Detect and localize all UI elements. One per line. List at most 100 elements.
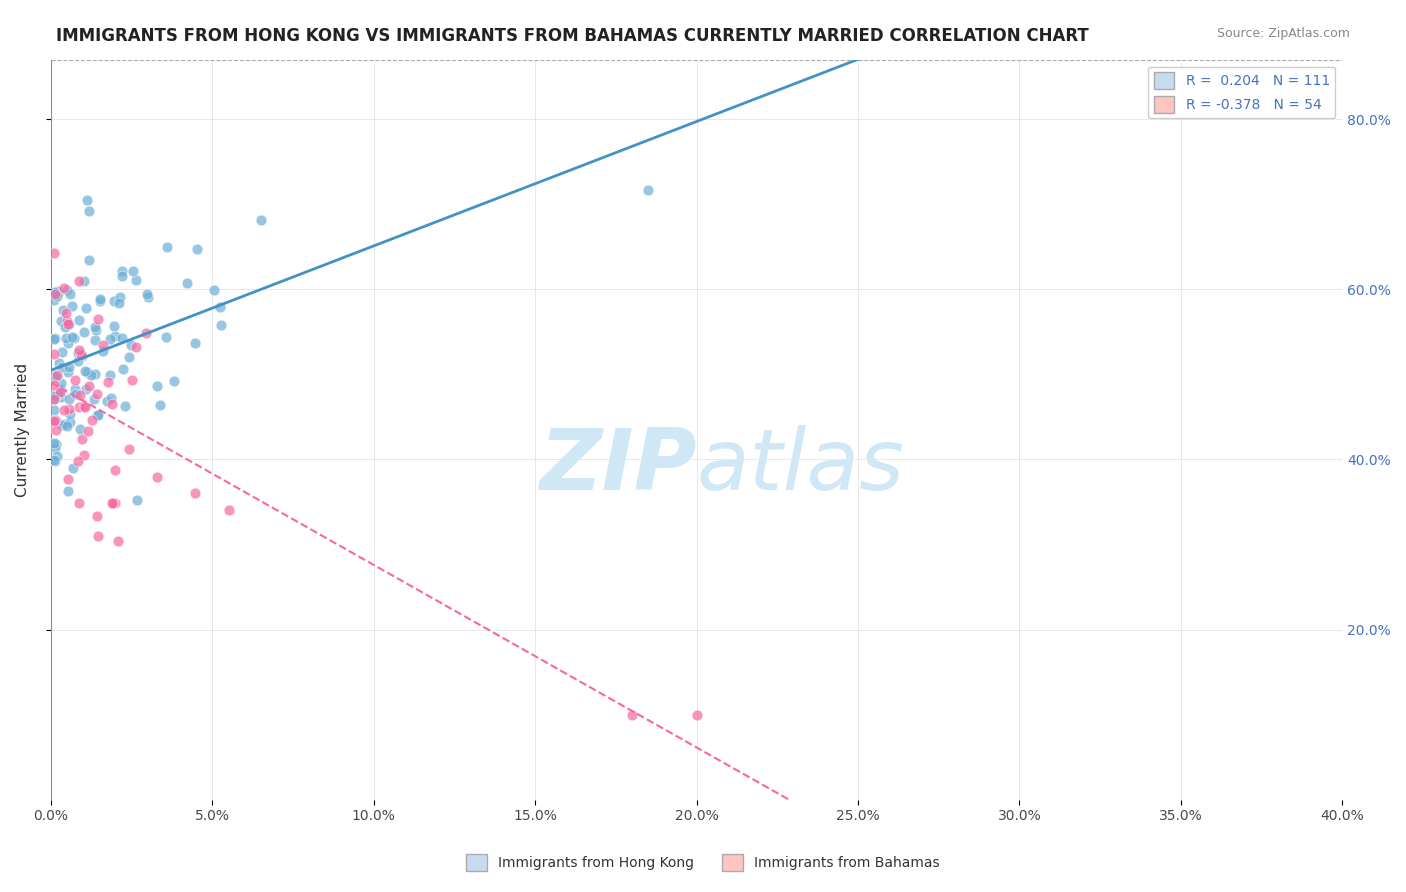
Point xyxy=(186,242,208,256)
Point xyxy=(112,362,135,376)
Point xyxy=(49,390,72,404)
Point xyxy=(75,382,97,396)
Point xyxy=(75,301,97,315)
Point xyxy=(46,450,69,464)
Point xyxy=(42,436,65,450)
Point xyxy=(51,345,73,359)
Point xyxy=(103,319,125,334)
Point xyxy=(114,399,136,413)
Point xyxy=(56,472,79,486)
Point xyxy=(66,353,89,368)
Point xyxy=(59,287,82,301)
Point xyxy=(76,425,98,439)
Point xyxy=(111,330,134,344)
Point xyxy=(103,293,125,308)
Point xyxy=(84,334,107,348)
Point xyxy=(67,346,90,360)
Point xyxy=(86,387,108,401)
Point xyxy=(76,193,98,207)
Point xyxy=(104,463,127,477)
Point xyxy=(176,276,198,290)
Point xyxy=(77,252,100,267)
Point xyxy=(45,368,67,382)
Point xyxy=(121,373,143,387)
Point xyxy=(69,388,91,402)
Point xyxy=(620,707,643,722)
Point xyxy=(63,373,86,387)
Point xyxy=(42,392,65,406)
Point xyxy=(100,392,122,406)
Point xyxy=(55,305,77,319)
Point xyxy=(49,384,72,399)
Point xyxy=(49,384,72,398)
Point xyxy=(44,389,66,403)
Point xyxy=(70,346,93,360)
Point xyxy=(58,317,80,331)
Point xyxy=(208,301,231,315)
Point xyxy=(42,414,65,428)
Point xyxy=(45,370,67,384)
Point xyxy=(77,378,100,392)
Point xyxy=(58,392,80,407)
Point xyxy=(67,495,90,509)
Point xyxy=(42,378,65,392)
Point xyxy=(58,360,80,375)
Text: atlas: atlas xyxy=(696,425,904,508)
Point xyxy=(49,314,72,328)
Point xyxy=(56,283,79,297)
Point xyxy=(125,273,148,287)
Point xyxy=(80,413,103,427)
Point xyxy=(184,336,207,351)
Point xyxy=(87,311,110,326)
Point xyxy=(84,320,107,334)
Point xyxy=(53,281,76,295)
Point xyxy=(91,337,114,351)
Point xyxy=(111,268,134,283)
Text: IMMIGRANTS FROM HONG KONG VS IMMIGRANTS FROM BAHAMAS CURRENTLY MARRIED CORRELATI: IMMIGRANTS FROM HONG KONG VS IMMIGRANTS … xyxy=(56,27,1090,45)
Point xyxy=(42,285,65,300)
Point xyxy=(42,368,65,383)
Point xyxy=(53,320,76,334)
Point xyxy=(136,287,159,301)
Point xyxy=(75,364,97,378)
Point xyxy=(63,382,86,396)
Point xyxy=(69,274,91,288)
Point xyxy=(52,403,75,417)
Text: Source: ZipAtlas.com: Source: ZipAtlas.com xyxy=(1216,27,1350,40)
Point xyxy=(44,413,66,427)
Point xyxy=(72,448,94,462)
Point xyxy=(104,329,127,343)
Point xyxy=(56,317,79,331)
Point xyxy=(136,290,159,304)
Point xyxy=(48,356,70,370)
Point xyxy=(111,263,134,277)
Point xyxy=(97,375,120,389)
Point xyxy=(73,325,96,339)
Point xyxy=(58,336,80,351)
Text: ZIP: ZIP xyxy=(538,425,696,508)
Point xyxy=(42,387,65,401)
Point xyxy=(104,496,127,510)
Point xyxy=(121,264,143,278)
Point xyxy=(49,382,72,396)
Point xyxy=(42,293,65,307)
Point xyxy=(89,292,111,306)
Point xyxy=(84,368,107,382)
Point xyxy=(120,338,142,352)
Point xyxy=(58,318,80,332)
Point xyxy=(184,486,207,500)
Point xyxy=(70,349,93,363)
Point xyxy=(87,408,110,422)
Point xyxy=(52,302,75,317)
Point xyxy=(202,283,225,297)
Point xyxy=(87,529,110,543)
Point xyxy=(127,493,149,508)
Point xyxy=(93,344,115,359)
Point xyxy=(45,289,67,303)
Legend: R =  0.204   N = 111, R = -0.378   N = 54: R = 0.204 N = 111, R = -0.378 N = 54 xyxy=(1149,67,1336,119)
Point xyxy=(108,296,131,310)
Point xyxy=(96,393,118,408)
Point xyxy=(58,401,80,416)
Point xyxy=(44,286,66,301)
Point xyxy=(86,509,108,524)
